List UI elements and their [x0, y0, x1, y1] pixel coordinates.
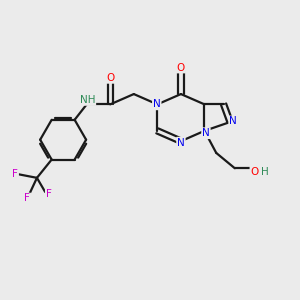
Text: F: F	[24, 194, 30, 203]
Text: H: H	[261, 167, 269, 177]
Text: O: O	[106, 73, 114, 83]
Text: O: O	[250, 167, 259, 177]
Text: F: F	[46, 189, 52, 199]
Text: NH: NH	[80, 95, 95, 105]
Text: O: O	[177, 63, 185, 73]
Text: N: N	[177, 138, 185, 148]
Text: F: F	[12, 169, 18, 179]
Text: N: N	[202, 128, 210, 138]
Text: N: N	[229, 116, 237, 126]
Text: N: N	[153, 99, 160, 110]
